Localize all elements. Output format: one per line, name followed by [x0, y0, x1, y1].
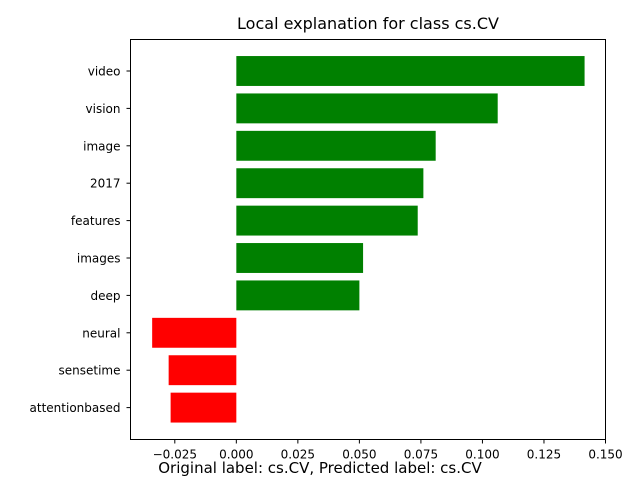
- bar-2017: [236, 168, 424, 199]
- x-tick-label: 0.000: [219, 448, 253, 462]
- y-tick-label: vision: [86, 102, 121, 116]
- y-axis: video vision image 2017 features images deep ne…: [30, 65, 131, 415]
- y-tick-label: 2017: [90, 177, 121, 191]
- bar-deep: [236, 280, 360, 311]
- y-tick-label: images: [77, 252, 121, 266]
- y-tick-label: video: [88, 65, 121, 79]
- x-axis: −0.025 0.000 0.025 0.050 0.075 0.100 0.125 0.15…: [153, 439, 623, 462]
- bar-images: [236, 243, 364, 273]
- y-tick-label: attentionbased: [30, 401, 121, 415]
- x-tick-label: 0.100: [465, 448, 499, 462]
- bar-features: [236, 205, 418, 236]
- x-tick-label: 0.150: [588, 448, 622, 462]
- y-tick-label: sensetime: [59, 364, 121, 378]
- plot-frame: [130, 39, 606, 440]
- bar-image: [236, 130, 436, 161]
- bar-video: [236, 56, 585, 86]
- bars-group: [152, 56, 585, 423]
- bar-sensetime: [168, 355, 237, 386]
- bar-attentionbased: [170, 392, 237, 423]
- y-tick-label: features: [71, 214, 121, 228]
- bar-neural: [152, 317, 237, 348]
- y-tick-label: deep: [91, 289, 121, 303]
- x-tick-label: 0.025: [281, 448, 315, 462]
- bar-vision: [236, 93, 498, 124]
- x-tick-label: 0.075: [404, 448, 438, 462]
- y-tick-label: image: [83, 139, 120, 153]
- chart-title: Local explanation for class cs.CV: [237, 14, 499, 33]
- prediction-footer: Original label: cs.CV, Predicted label: …: [158, 459, 482, 477]
- x-tick-label: 0.125: [527, 448, 561, 462]
- y-tick-label: neural: [82, 326, 120, 340]
- x-tick-label: 0.050: [342, 448, 376, 462]
- x-tick-label: −0.025: [153, 448, 197, 462]
